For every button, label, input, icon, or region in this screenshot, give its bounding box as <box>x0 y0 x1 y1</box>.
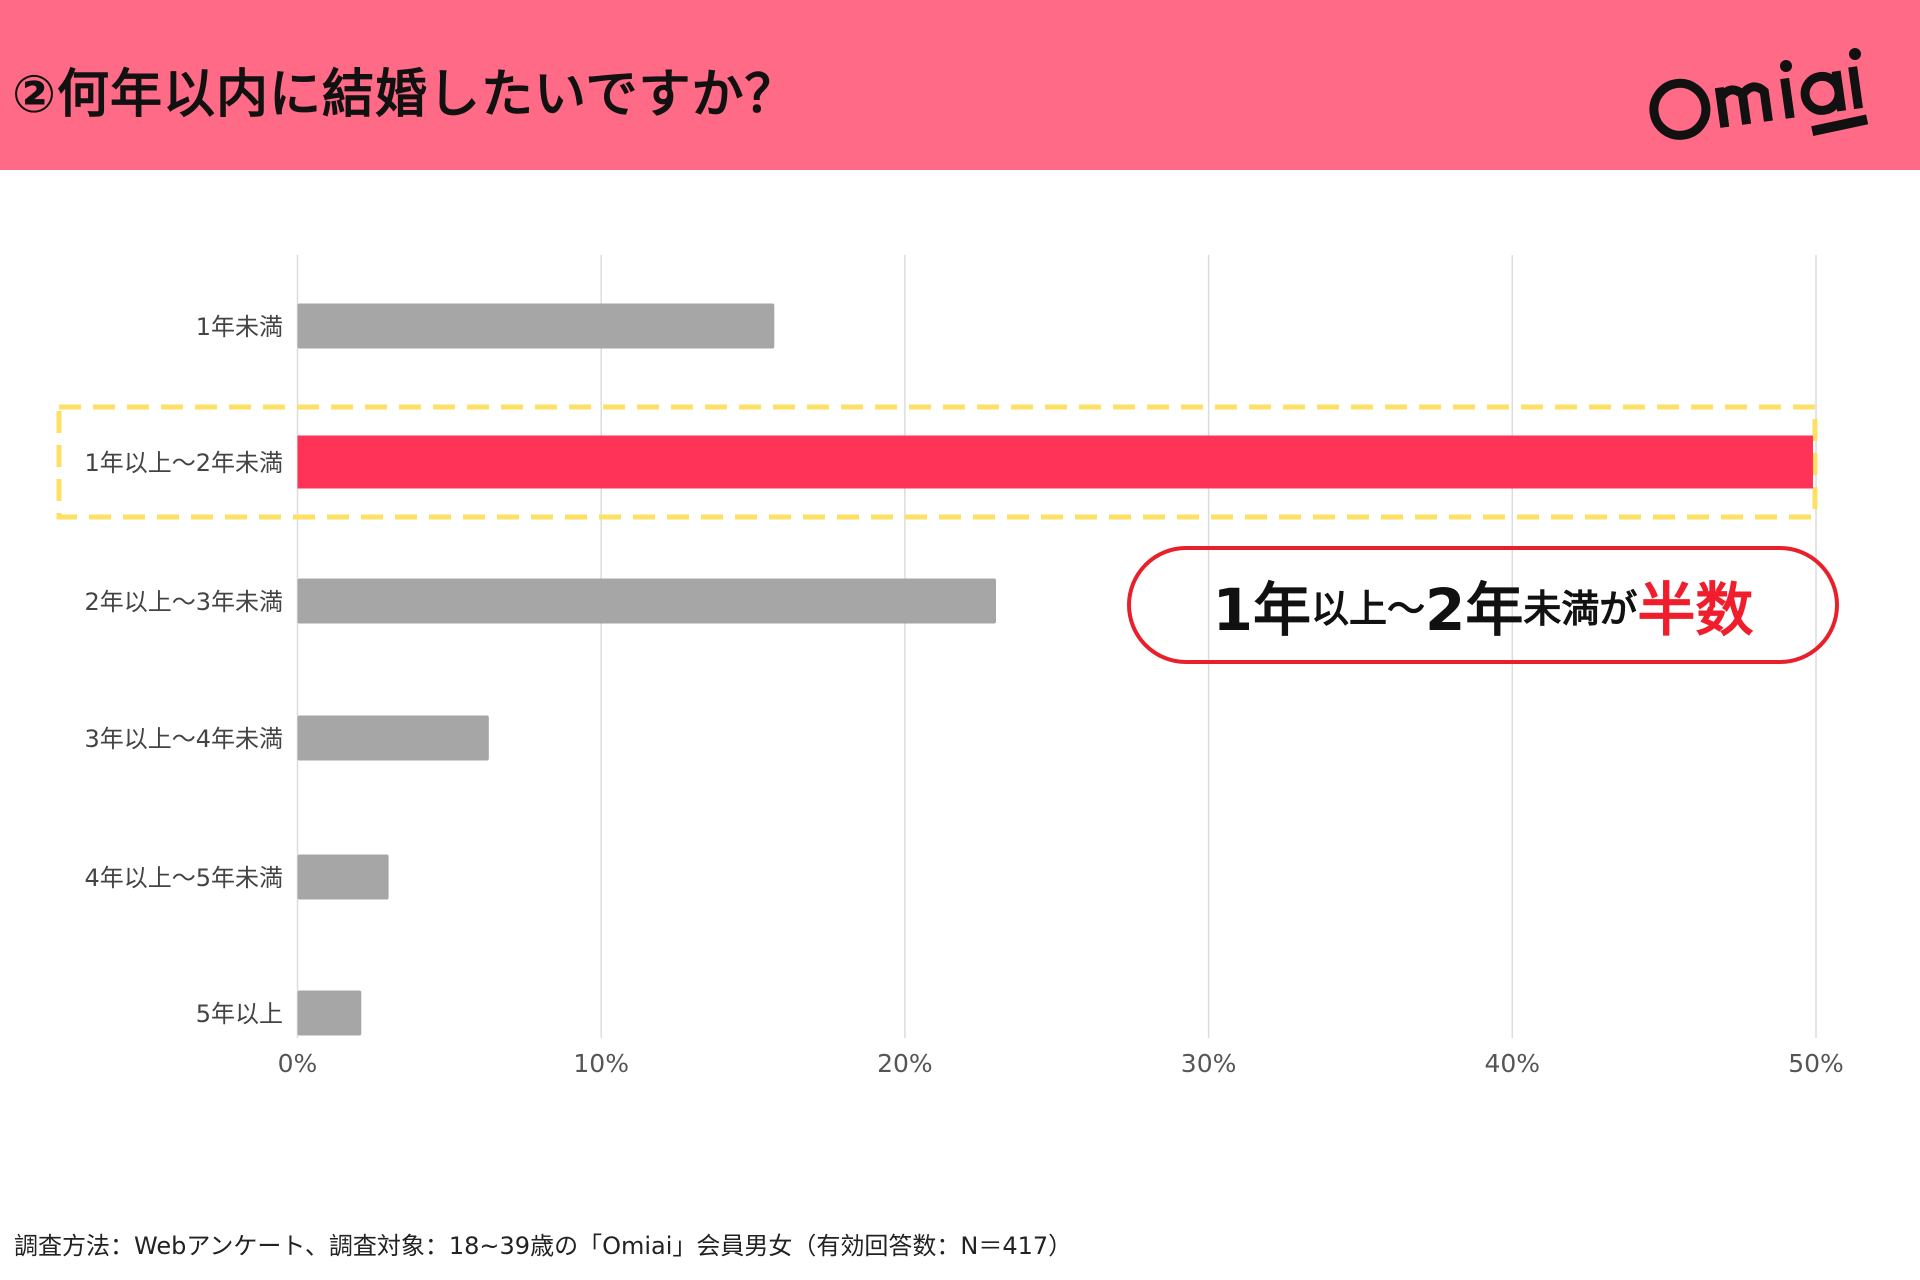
x-tick-label: 40% <box>1485 1049 1541 1078</box>
callout-text-4: 未満が <box>1523 586 1638 631</box>
category-label: 1年未満 <box>196 313 283 341</box>
callout-text-1: 1年 <box>1212 576 1311 644</box>
x-tick-label: 30% <box>1181 1049 1237 1078</box>
callout-badge: 1年 以上～ 2年 未満が 半数 <box>1127 546 1839 664</box>
bar <box>297 303 775 349</box>
category-label: 3年以上～4年未満 <box>84 725 283 753</box>
category-label: 5年以上 <box>196 1000 283 1028</box>
callout-text-5: 半数 <box>1637 576 1754 644</box>
survey-note: 調査方法：Webアンケート、調査対象：18~39歳の「Omiai」会員男女（有効… <box>14 1232 1073 1260</box>
x-tick-label: 0% <box>278 1049 318 1078</box>
category-label: 4年以上～5年未満 <box>84 864 283 892</box>
bar <box>297 990 362 1036</box>
category-label: 2年以上～3年未満 <box>84 588 283 616</box>
bar <box>297 435 1813 489</box>
page-title: ②何年以内に結婚したいですか？ <box>12 65 798 125</box>
category-label: 1年以上～2年未満 <box>84 449 283 477</box>
header-banner: ②何年以内に結婚したいですか？ <box>0 0 1920 170</box>
x-tick-label: 20% <box>877 1049 933 1078</box>
omiai-logo <box>1649 48 1869 140</box>
bar <box>297 854 389 900</box>
callout-text-3: 2年 <box>1424 576 1524 644</box>
bar <box>297 578 997 624</box>
bar <box>297 715 489 761</box>
x-tick-label: 10% <box>573 1049 629 1078</box>
highlight-box <box>56 404 1818 520</box>
x-tick-label: 50% <box>1788 1049 1844 1078</box>
callout-text-2: 以上～ <box>1310 586 1425 631</box>
